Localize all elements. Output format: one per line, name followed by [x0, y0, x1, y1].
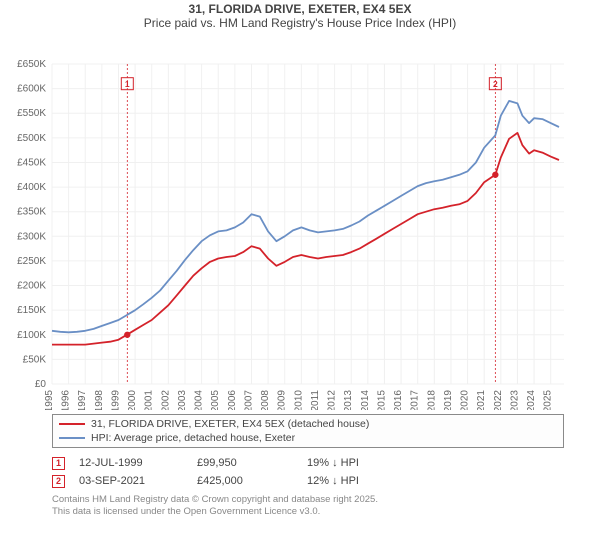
title-subtitle: Price paid vs. HM Land Registry's House … [0, 16, 600, 30]
svg-text:1997: 1997 [77, 390, 88, 410]
legend: 31, FLORIDA DRIVE, EXETER, EX4 5EX (deta… [52, 414, 564, 448]
legend-row: 31, FLORIDA DRIVE, EXETER, EX4 5EX (deta… [59, 417, 557, 431]
svg-text:2014: 2014 [360, 390, 371, 410]
svg-text:2010: 2010 [293, 390, 304, 410]
svg-text:£100K: £100K [17, 330, 46, 341]
sale-price: £99,950 [197, 457, 307, 469]
svg-text:2001: 2001 [144, 390, 155, 410]
svg-text:£50K: £50K [23, 354, 47, 365]
svg-text:2025: 2025 [543, 390, 554, 410]
svg-text:£400K: £400K [17, 182, 46, 193]
legend-label: 31, FLORIDA DRIVE, EXETER, EX4 5EX (deta… [91, 418, 369, 430]
svg-text:2005: 2005 [210, 390, 221, 410]
svg-text:2018: 2018 [426, 390, 437, 410]
svg-text:2: 2 [493, 79, 498, 89]
svg-text:2022: 2022 [493, 390, 504, 410]
svg-text:2021: 2021 [476, 390, 487, 410]
svg-text:1: 1 [125, 79, 130, 89]
svg-text:£150K: £150K [17, 305, 46, 316]
attribution-line: Contains HM Land Registry data © Crown c… [52, 494, 564, 506]
svg-text:2015: 2015 [376, 390, 387, 410]
svg-text:2008: 2008 [260, 390, 271, 410]
svg-text:£450K: £450K [17, 157, 46, 168]
legend-swatch [59, 437, 85, 439]
svg-text:2020: 2020 [460, 390, 471, 410]
svg-text:2007: 2007 [243, 390, 254, 410]
title-address: 31, FLORIDA DRIVE, EXETER, EX4 5EX [0, 2, 600, 16]
svg-text:2024: 2024 [526, 390, 537, 410]
svg-text:2023: 2023 [509, 390, 520, 410]
sale-row: 2 03-SEP-2021 £425,000 12% ↓ HPI [52, 472, 564, 490]
svg-text:£500K: £500K [17, 133, 46, 144]
svg-text:1996: 1996 [61, 390, 72, 410]
attribution-line: This data is licensed under the Open Gov… [52, 506, 564, 518]
svg-text:2004: 2004 [194, 390, 205, 410]
svg-text:2016: 2016 [393, 390, 404, 410]
sale-diff: 12% ↓ HPI [307, 475, 359, 487]
sales-table: 1 12-JUL-1999 £99,950 19% ↓ HPI 2 03-SEP… [52, 454, 564, 490]
svg-text:1995: 1995 [44, 390, 55, 410]
price-chart: £0 £50K £100K £150K £200K £250K £300K £350K £400… [0, 30, 600, 410]
sale-diff: 19% ↓ HPI [307, 457, 359, 469]
sale-row: 1 12-JUL-1999 £99,950 19% ↓ HPI [52, 454, 564, 472]
svg-text:2012: 2012 [327, 390, 338, 410]
svg-text:£350K: £350K [17, 207, 46, 218]
legend-label: HPI: Average price, detached house, Exet… [91, 432, 295, 444]
attribution: Contains HM Land Registry data © Crown c… [52, 494, 564, 518]
sale-marker: 2 [52, 475, 65, 488]
svg-text:£650K: £650K [17, 59, 46, 70]
svg-text:£250K: £250K [17, 256, 46, 267]
svg-text:2000: 2000 [127, 390, 138, 410]
svg-text:£200K: £200K [17, 281, 46, 292]
sale-price: £425,000 [197, 475, 307, 487]
sale-date: 03-SEP-2021 [79, 475, 197, 487]
legend-row: HPI: Average price, detached house, Exet… [59, 431, 557, 445]
chart-titles: 31, FLORIDA DRIVE, EXETER, EX4 5EX Price… [0, 0, 600, 30]
svg-text:2003: 2003 [177, 390, 188, 410]
svg-text:1999: 1999 [110, 390, 121, 410]
svg-text:2013: 2013 [343, 390, 354, 410]
svg-text:£300K: £300K [17, 231, 46, 242]
svg-text:£600K: £600K [17, 84, 46, 95]
svg-text:2002: 2002 [160, 390, 171, 410]
svg-text:£0: £0 [35, 379, 47, 390]
svg-text:2009: 2009 [277, 390, 288, 410]
legend-swatch [59, 423, 85, 425]
svg-text:£550K: £550K [17, 108, 46, 119]
svg-text:2019: 2019 [443, 390, 454, 410]
svg-text:2011: 2011 [310, 390, 321, 410]
svg-text:2017: 2017 [410, 390, 421, 410]
svg-text:2006: 2006 [227, 390, 238, 410]
sale-marker: 1 [52, 457, 65, 470]
svg-text:1998: 1998 [94, 390, 105, 410]
sale-date: 12-JUL-1999 [79, 457, 197, 469]
